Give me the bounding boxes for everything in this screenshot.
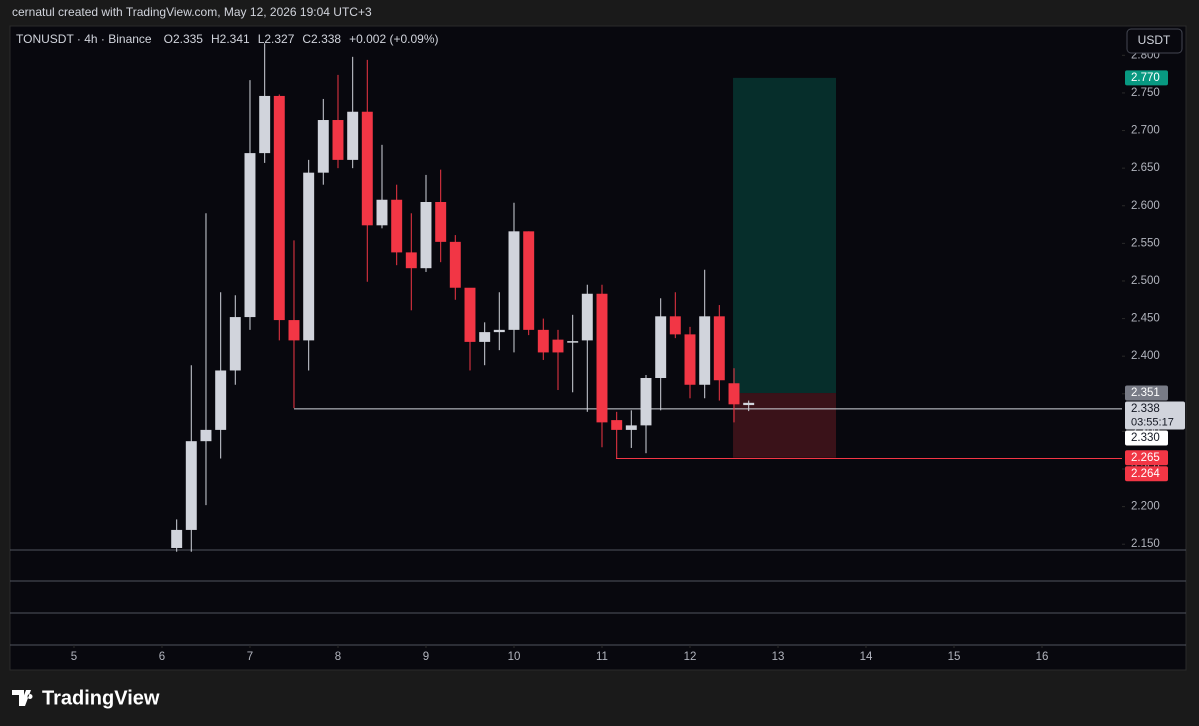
x-tick-label: 12: [684, 651, 697, 663]
candle-body: [391, 199, 403, 253]
candle-body: [229, 317, 241, 371]
logo-icon: [12, 690, 33, 706]
price-label-box: [1125, 385, 1168, 401]
candle-body: [200, 429, 212, 442]
countdown: 03:55:17: [1131, 416, 1174, 428]
candle-body: [581, 293, 593, 341]
candle-body: [552, 339, 564, 353]
x-tick-label: 13: [772, 651, 785, 663]
candle-body: [743, 402, 755, 406]
candle-body: [669, 316, 681, 335]
candle-body: [347, 111, 359, 160]
axes: 2.1502.2002.2502.3002.3502.4002.4502.500…: [71, 49, 1185, 663]
price-label-box: [1125, 430, 1168, 446]
candle-body: [273, 95, 285, 321]
candle-body: [288, 320, 300, 341]
price-label: 2.264: [1131, 468, 1160, 480]
currency-button[interactable]: [1126, 28, 1183, 54]
y-tick-label: 2.200: [1131, 501, 1160, 513]
profit-zone: [733, 77, 836, 394]
candle-body: [332, 120, 344, 160]
y-tick-label: 2.650: [1131, 162, 1160, 174]
candle-body: [567, 341, 579, 343]
x-tick-label: 14: [860, 651, 873, 663]
y-tick-label: 2.600: [1131, 200, 1160, 212]
candle-body: [523, 231, 535, 330]
y-tick-label: 2.450: [1131, 313, 1160, 325]
y-tick-label: 2.400: [1131, 350, 1160, 362]
legend: TONUSDT · 4h · Binance O2.335 H2.341 L2.32…: [16, 32, 439, 46]
candle-body: [215, 370, 227, 430]
logo: TradingView: [12, 687, 160, 709]
ohlc-value: H2.341: [211, 32, 250, 46]
candle-body: [684, 334, 696, 385]
candle-body: [303, 172, 315, 341]
candle-body: [508, 231, 520, 330]
x-tick-label: 16: [1036, 651, 1049, 663]
candle-body: [317, 120, 329, 173]
y-tick-label: 2.550: [1131, 237, 1160, 249]
candle-body: [244, 153, 256, 318]
x-tick-label: 15: [948, 651, 961, 663]
ohlc-value: L2.327: [258, 32, 295, 46]
candle-body: [699, 316, 711, 385]
candle-body: [171, 529, 183, 548]
currency[interactable]: USDT: [1138, 33, 1171, 47]
price-label: 2.351: [1131, 387, 1160, 399]
candle-body: [728, 383, 740, 405]
candle-body: [259, 95, 271, 154]
candle-body: [449, 241, 461, 288]
x-tick-label: 11: [596, 651, 608, 663]
candle-body: [479, 332, 491, 342]
ohlc-value: O2.335: [164, 32, 204, 46]
candle-body: [625, 425, 637, 430]
y-tick-label: 2.750: [1131, 87, 1160, 99]
x-tick-label: 10: [508, 651, 521, 663]
candle-body: [361, 111, 373, 226]
price-label-box: [1125, 70, 1168, 86]
price-label-box: [1125, 401, 1185, 430]
candle-body: [611, 420, 623, 430]
candle-body: [655, 316, 667, 378]
y-tick-label: 2.700: [1131, 125, 1160, 137]
ohlc-value: C2.338: [302, 32, 341, 46]
header: cernatul created with TradingView.com, M…: [12, 5, 372, 19]
candle-body: [405, 252, 417, 269]
candle-body: [537, 329, 549, 353]
x-tick-label: 7: [247, 651, 253, 663]
plot: [171, 43, 1122, 552]
symbol: TONUSDT · 4h · Binance: [16, 32, 152, 46]
candle-body: [420, 201, 432, 269]
candle-body: [493, 329, 505, 333]
price-label-box: [1125, 466, 1168, 482]
candle-body: [185, 441, 197, 530]
x-tick-label: 5: [71, 651, 77, 663]
price-label-box: [1125, 450, 1168, 466]
price-label: 2.330: [1131, 432, 1160, 444]
candle-body: [464, 287, 476, 342]
logo-text: TradingView: [42, 687, 160, 709]
x-tick-label: 8: [335, 651, 341, 663]
candle-body: [435, 201, 447, 242]
candle-body: [713, 316, 725, 381]
price-label: 2.770: [1131, 72, 1160, 84]
change: +0.002 (+0.09%): [349, 32, 438, 46]
x-tick-label: 9: [423, 651, 429, 663]
price-label: 2.338: [1131, 403, 1160, 415]
y-tick-label: 2.500: [1131, 275, 1160, 287]
price-label: 2.265: [1131, 452, 1160, 464]
x-tick-label: 6: [159, 651, 165, 663]
y-tick-label: 2.150: [1131, 538, 1160, 550]
candle-body: [640, 377, 652, 426]
candle-body: [596, 293, 608, 423]
candle-body: [376, 199, 388, 226]
